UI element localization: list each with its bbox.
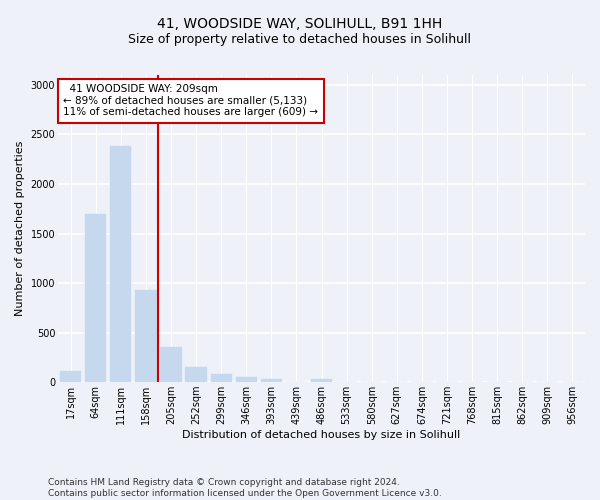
Bar — [260, 378, 282, 382]
Text: Size of property relative to detached houses in Solihull: Size of property relative to detached ho… — [128, 32, 472, 46]
Y-axis label: Number of detached properties: Number of detached properties — [15, 141, 25, 316]
Bar — [185, 367, 207, 382]
Bar — [85, 214, 106, 382]
Text: 41, WOODSIDE WAY, SOLIHULL, B91 1HH: 41, WOODSIDE WAY, SOLIHULL, B91 1HH — [157, 18, 443, 32]
Bar — [135, 290, 157, 382]
Bar — [311, 379, 332, 382]
Bar — [110, 146, 131, 382]
X-axis label: Distribution of detached houses by size in Solihull: Distribution of detached houses by size … — [182, 430, 461, 440]
Bar — [160, 348, 182, 382]
Text: Contains HM Land Registry data © Crown copyright and database right 2024.
Contai: Contains HM Land Registry data © Crown c… — [48, 478, 442, 498]
Bar — [60, 372, 81, 382]
Text: 41 WOODSIDE WAY: 209sqm
← 89% of detached houses are smaller (5,133)
11% of semi: 41 WOODSIDE WAY: 209sqm ← 89% of detache… — [64, 84, 319, 117]
Bar — [236, 376, 257, 382]
Bar — [211, 374, 232, 382]
